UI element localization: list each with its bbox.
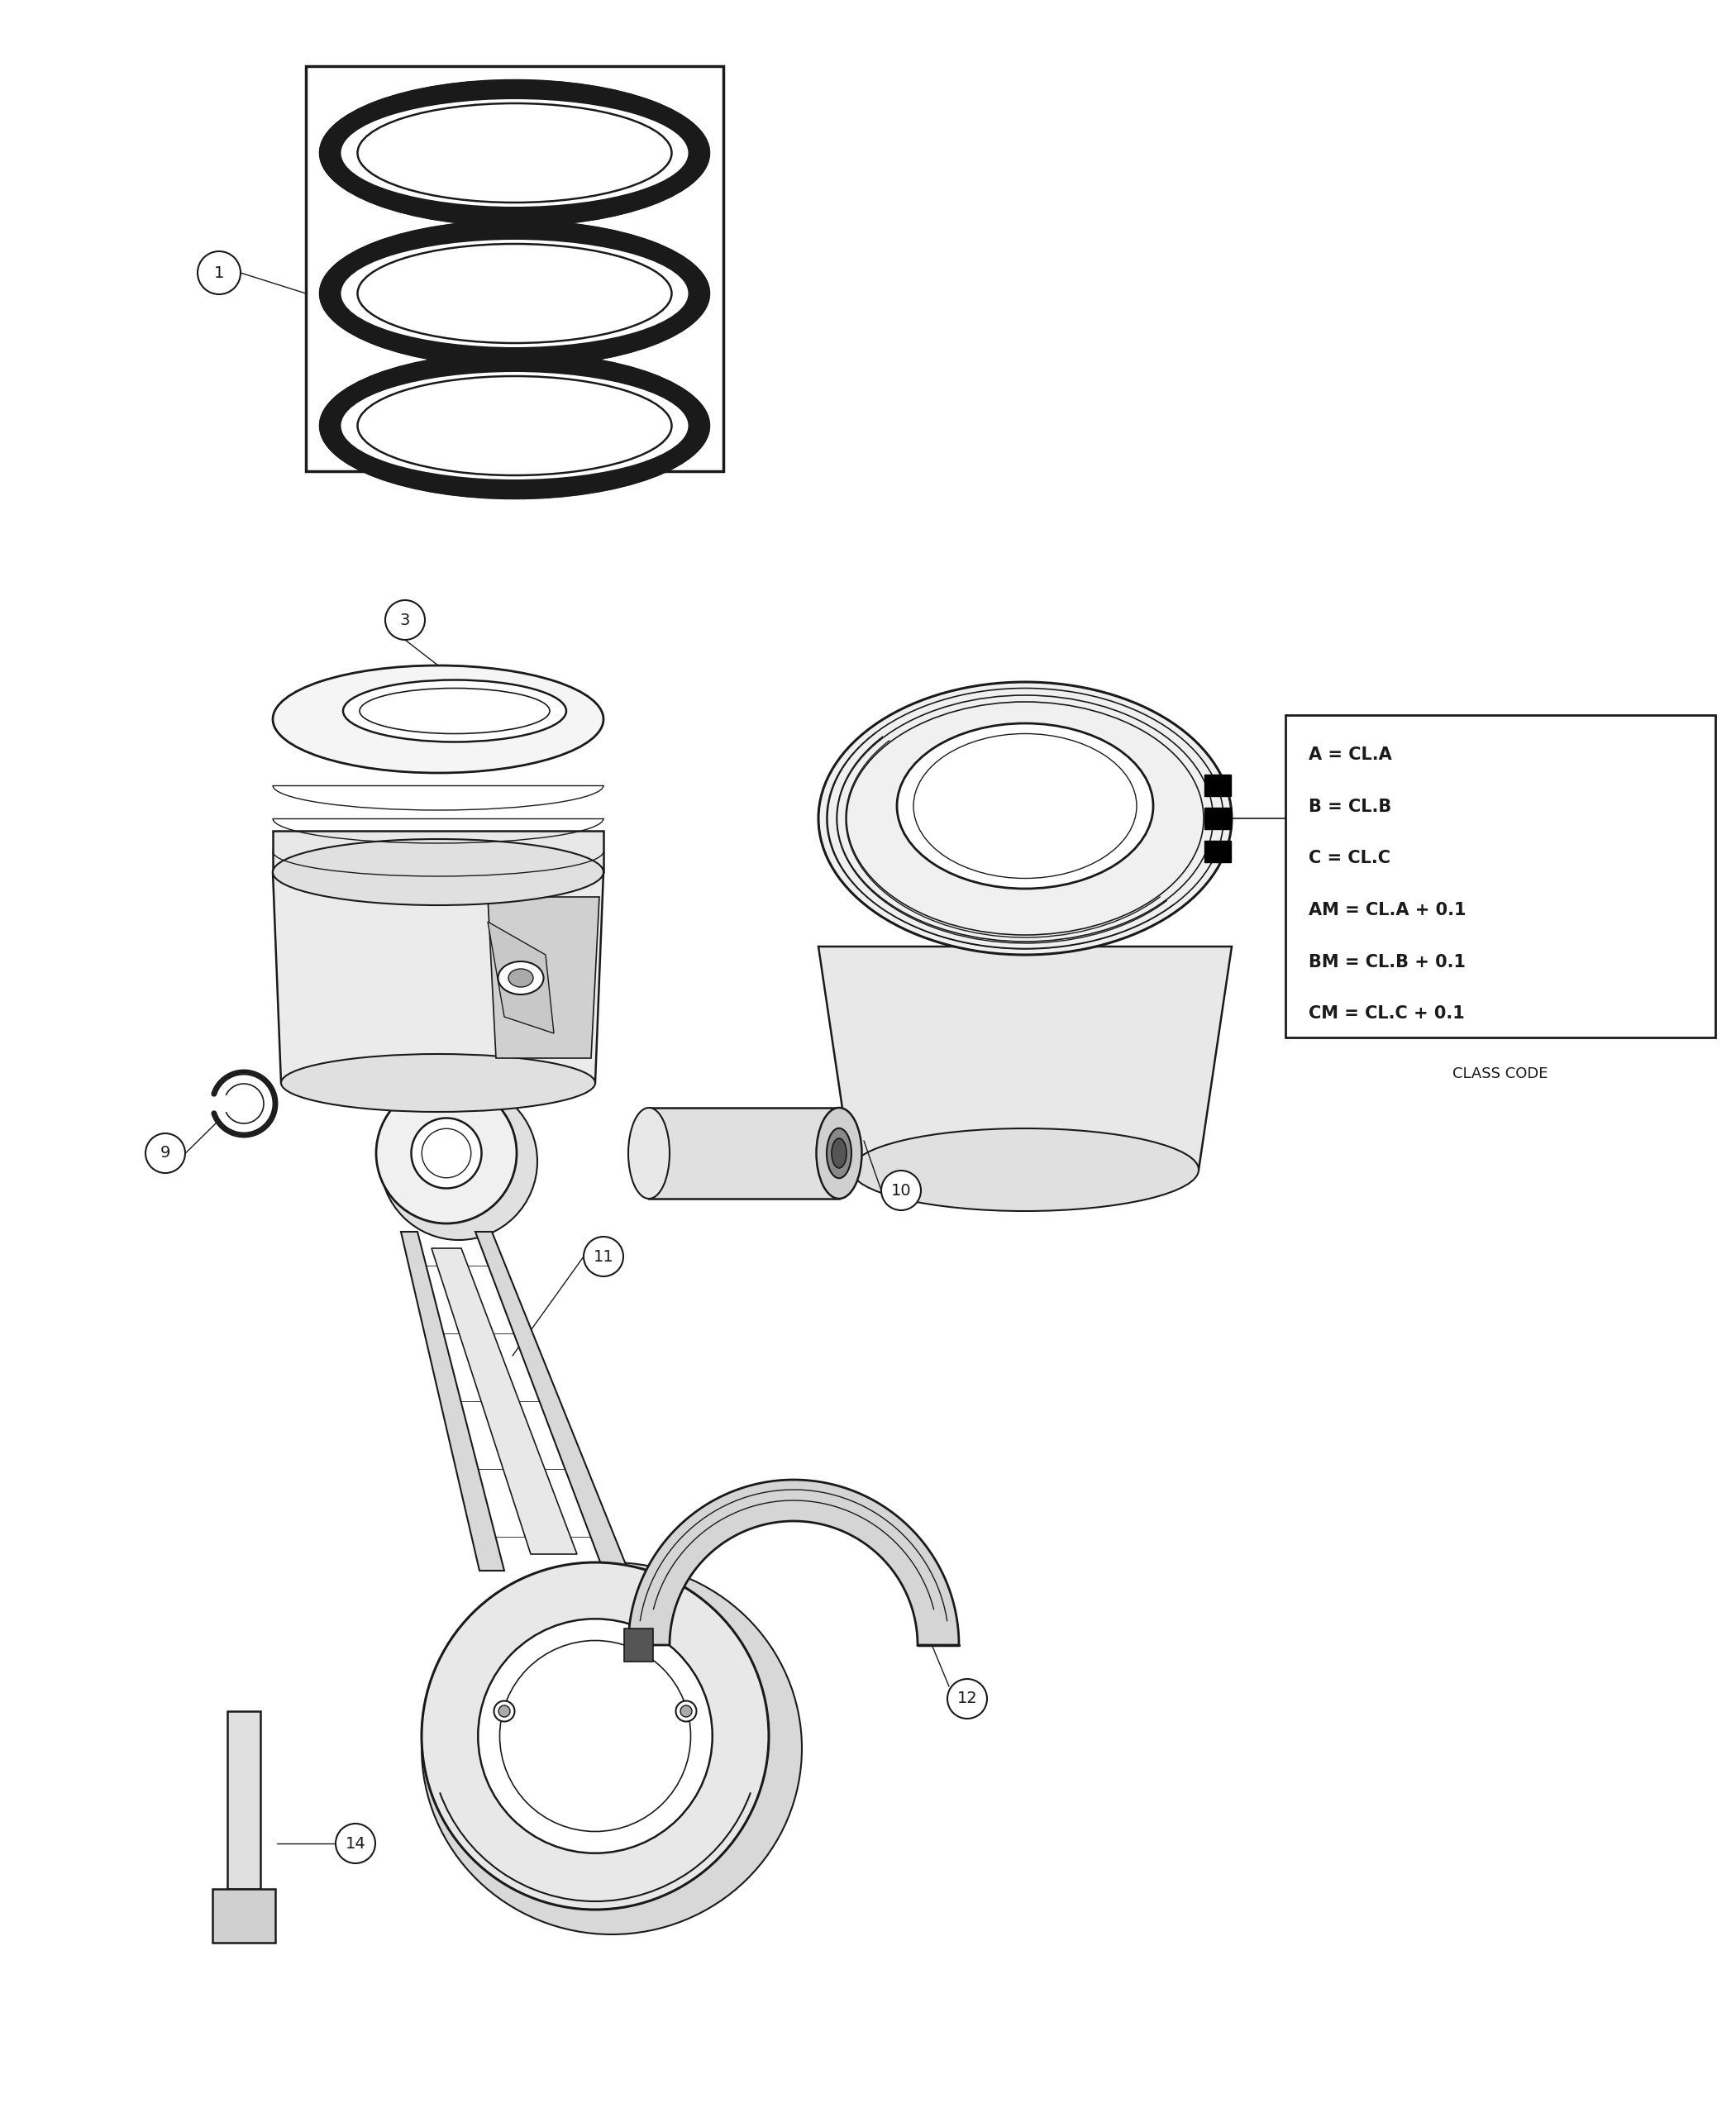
Ellipse shape <box>818 683 1233 955</box>
Ellipse shape <box>377 1084 517 1223</box>
Polygon shape <box>212 1889 276 1944</box>
Ellipse shape <box>837 696 1213 942</box>
Circle shape <box>146 1134 186 1172</box>
Text: BM = CL.B + 0.1: BM = CL.B + 0.1 <box>1309 953 1465 970</box>
Ellipse shape <box>847 702 1203 936</box>
Ellipse shape <box>681 1705 693 1718</box>
Circle shape <box>335 1823 375 1863</box>
Ellipse shape <box>422 1562 769 1910</box>
Ellipse shape <box>832 1138 847 1168</box>
Text: CM = CL.C + 0.1: CM = CL.C + 0.1 <box>1309 1006 1465 1022</box>
Circle shape <box>385 601 425 641</box>
Circle shape <box>198 251 241 295</box>
Ellipse shape <box>273 666 604 774</box>
Bar <box>1205 841 1231 862</box>
Ellipse shape <box>913 734 1137 879</box>
Ellipse shape <box>628 1107 670 1199</box>
Text: 14: 14 <box>345 1836 366 1851</box>
Circle shape <box>948 1678 988 1718</box>
Ellipse shape <box>477 1619 712 1853</box>
Ellipse shape <box>380 1084 538 1240</box>
Ellipse shape <box>321 80 708 226</box>
Bar <box>306 65 724 472</box>
Ellipse shape <box>359 687 550 734</box>
Bar <box>1285 715 1715 1037</box>
Text: C = CL.C: C = CL.C <box>1309 850 1391 866</box>
Ellipse shape <box>340 99 687 207</box>
Ellipse shape <box>422 1128 470 1178</box>
Ellipse shape <box>675 1701 696 1722</box>
Polygon shape <box>401 1231 503 1570</box>
Ellipse shape <box>826 1128 851 1178</box>
Ellipse shape <box>344 681 566 742</box>
Circle shape <box>583 1237 623 1275</box>
Text: 12: 12 <box>957 1691 977 1707</box>
Bar <box>1205 774 1231 797</box>
Polygon shape <box>625 1629 653 1661</box>
Polygon shape <box>273 831 604 873</box>
Text: AM = CL.A + 0.1: AM = CL.A + 0.1 <box>1309 902 1467 919</box>
Polygon shape <box>628 1480 958 1644</box>
Ellipse shape <box>851 1128 1198 1212</box>
Polygon shape <box>432 1248 576 1554</box>
Ellipse shape <box>816 1107 861 1199</box>
Ellipse shape <box>422 1562 802 1935</box>
Polygon shape <box>818 946 1233 1170</box>
Polygon shape <box>476 1231 628 1570</box>
Text: 11: 11 <box>594 1248 615 1265</box>
Polygon shape <box>488 896 599 1058</box>
Ellipse shape <box>495 1701 514 1722</box>
Ellipse shape <box>340 371 687 479</box>
Bar <box>1205 807 1231 828</box>
Text: 3: 3 <box>399 611 410 628</box>
Ellipse shape <box>826 687 1224 949</box>
Ellipse shape <box>273 839 604 904</box>
Text: A = CL.A: A = CL.A <box>1309 746 1392 763</box>
Text: 1: 1 <box>214 266 224 280</box>
Polygon shape <box>649 1107 838 1199</box>
Bar <box>227 1712 260 1889</box>
Ellipse shape <box>498 961 543 995</box>
Ellipse shape <box>281 1054 595 1111</box>
Polygon shape <box>488 921 554 1033</box>
Polygon shape <box>273 873 604 1084</box>
Text: 9: 9 <box>160 1145 170 1162</box>
Text: B = CL.B: B = CL.B <box>1309 799 1392 816</box>
Ellipse shape <box>898 723 1153 890</box>
Ellipse shape <box>340 240 687 348</box>
Ellipse shape <box>500 1640 691 1832</box>
Text: CLASS CODE: CLASS CODE <box>1453 1067 1549 1081</box>
Ellipse shape <box>498 1705 510 1718</box>
Ellipse shape <box>321 221 708 367</box>
Ellipse shape <box>509 970 533 987</box>
Ellipse shape <box>321 354 708 497</box>
Circle shape <box>882 1170 920 1210</box>
Ellipse shape <box>411 1117 481 1189</box>
Text: 10: 10 <box>891 1183 911 1197</box>
